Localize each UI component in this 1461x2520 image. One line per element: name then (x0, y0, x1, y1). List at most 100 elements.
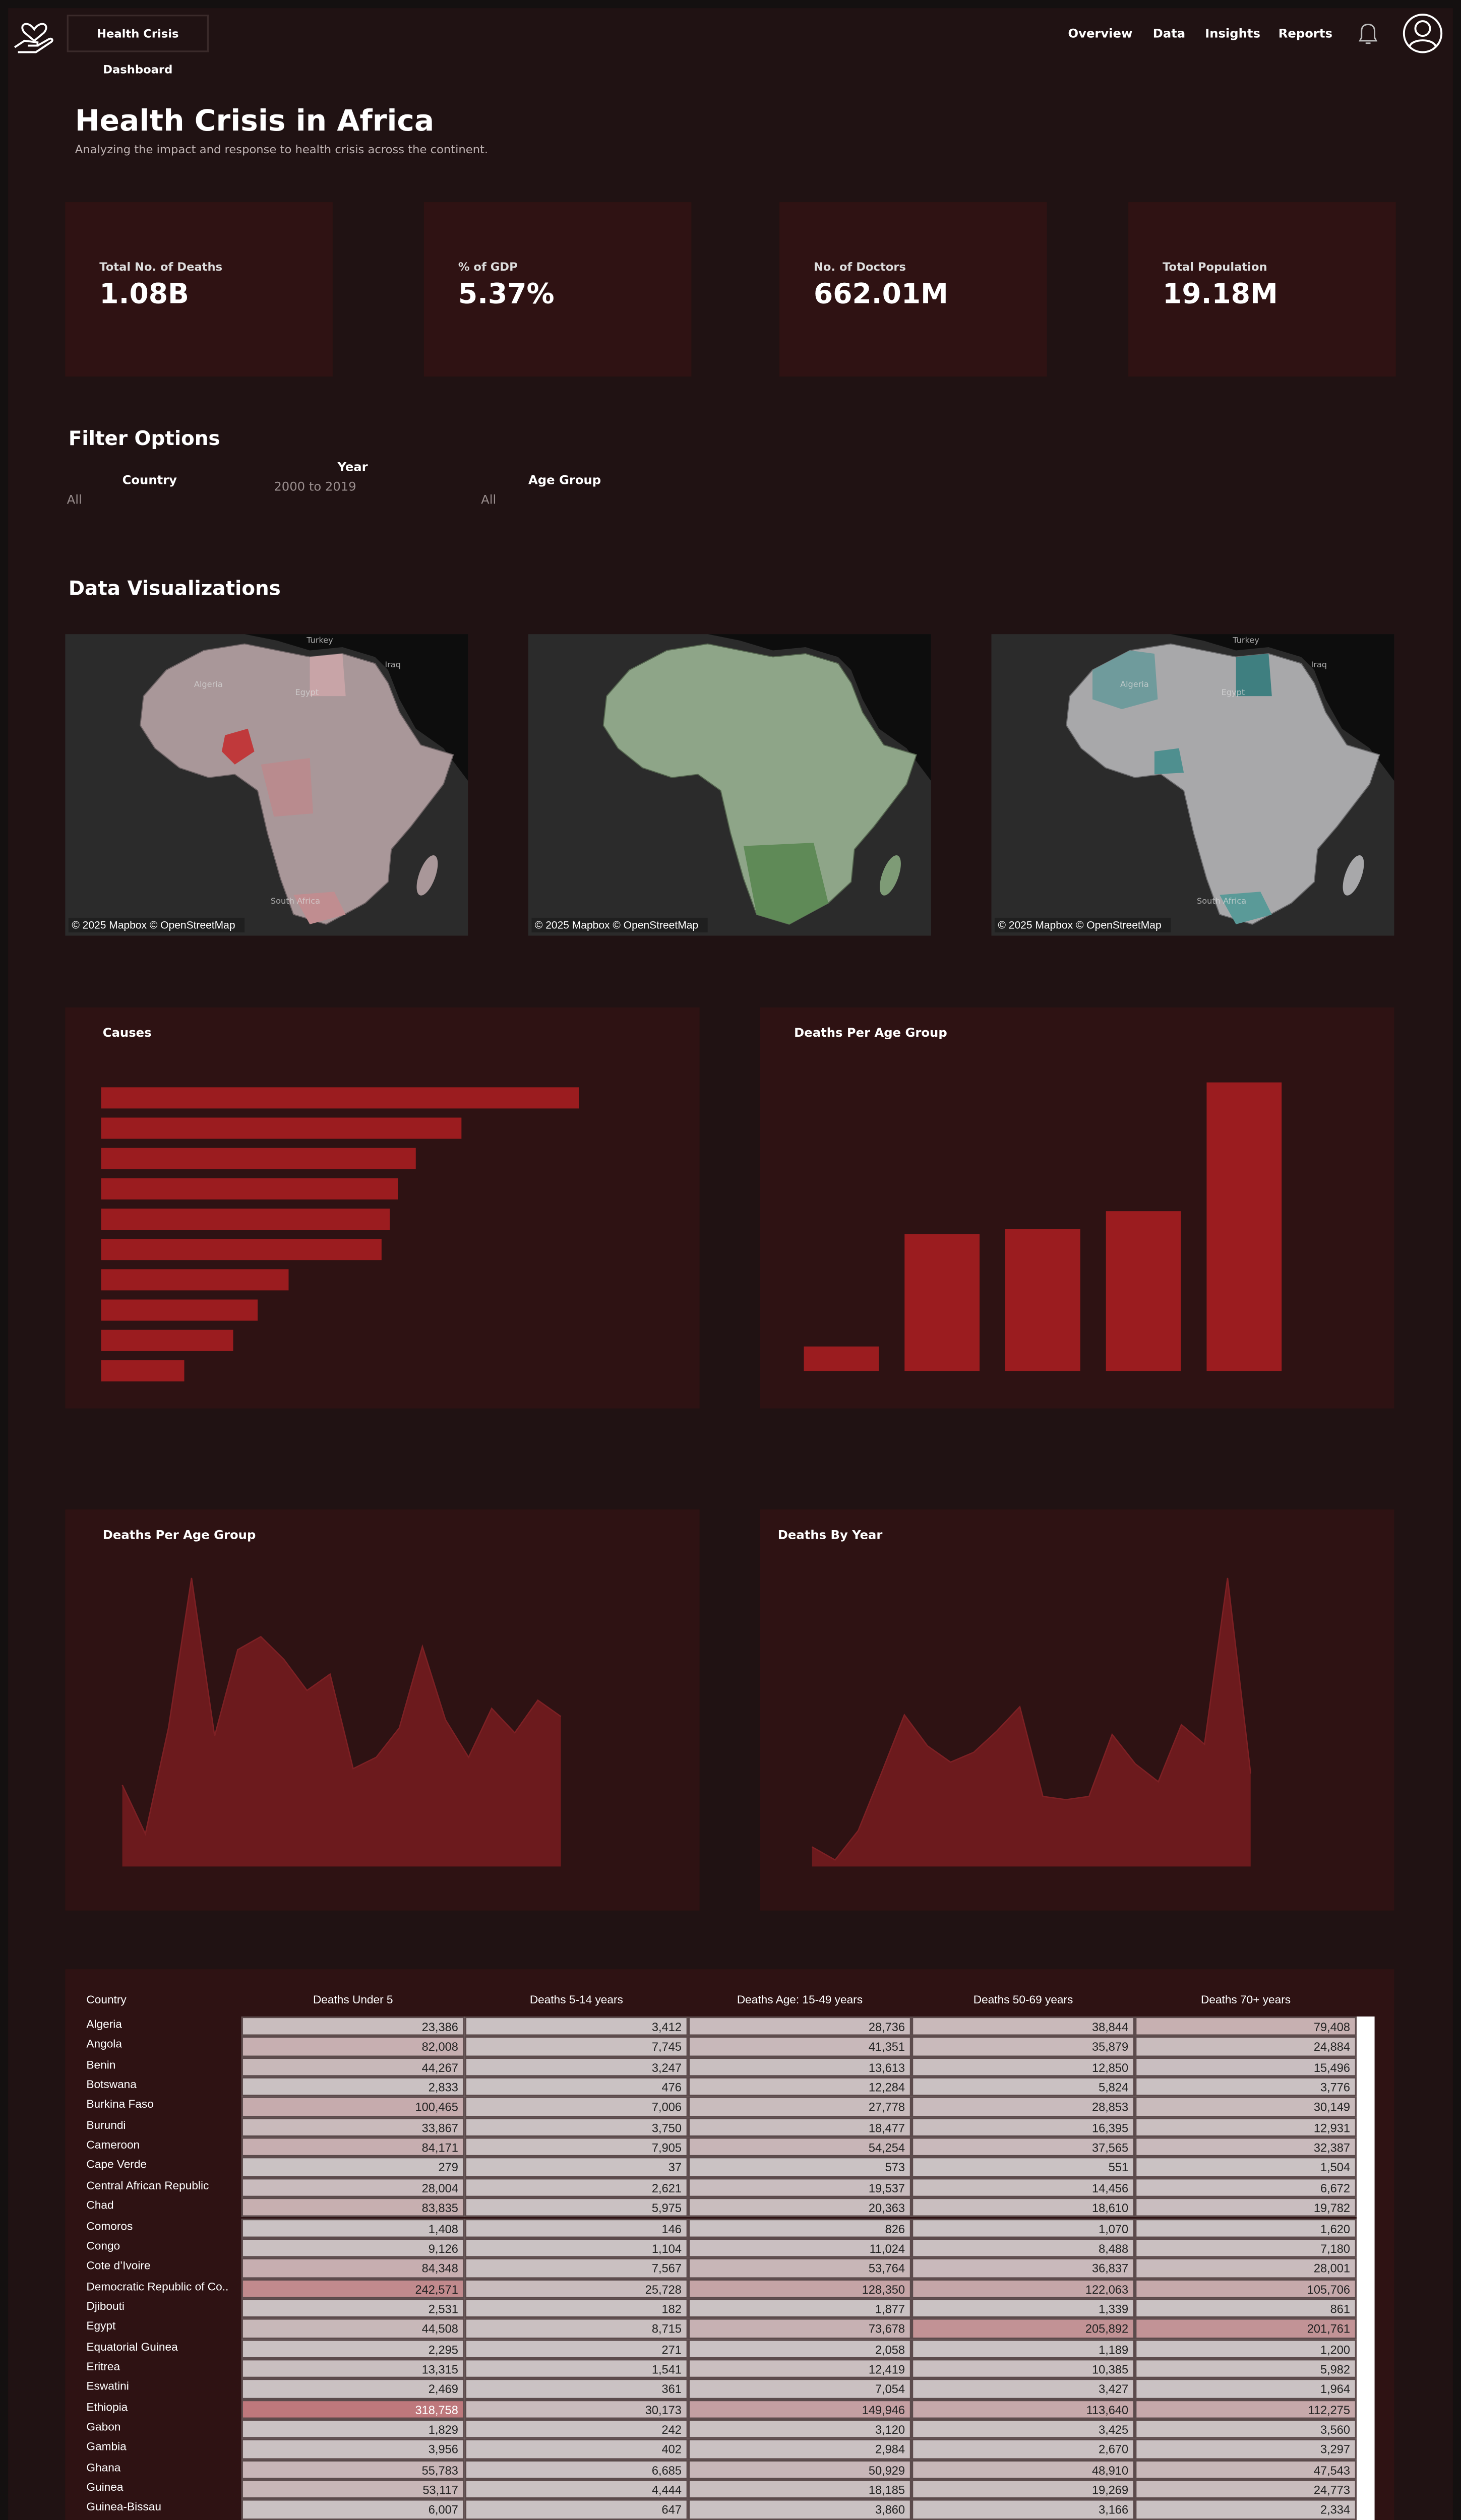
table-cell: 3,776 (1135, 2076, 1357, 2097)
table-cell: 1,070 (911, 2218, 1135, 2238)
table-cell: 318,758 (241, 2399, 465, 2419)
table-cell: 113,640 (911, 2399, 1135, 2419)
table-header: Deaths 50-69 years (973, 1995, 1073, 2007)
table-cell: 3,120 (688, 2419, 912, 2439)
bar (804, 1346, 879, 1371)
area-fill (812, 1578, 1251, 1867)
row-label: Gambia (86, 2442, 127, 2454)
brand[interactable]: Health Crisis Dashboard (67, 15, 209, 77)
table-cell: 2,469 (241, 2378, 465, 2399)
chart-title: Deaths Per Age Group (102, 1527, 256, 1542)
table-cell: 54,254 (688, 2137, 912, 2158)
map-credit: © 2025 Mapbox © OpenStreetMap (535, 920, 698, 931)
row-label: Ethiopia (86, 2402, 128, 2414)
filter-value[interactable]: 2000 to 2019 (274, 479, 356, 494)
map[interactable] (991, 634, 1394, 936)
table-cell: 573 (688, 2157, 912, 2178)
map-label: Egypt (1222, 687, 1245, 697)
section-title: Filter Options (68, 427, 220, 450)
table-cell: 1,964 (1135, 2378, 1357, 2399)
kpi-label: % of GDP (458, 261, 518, 274)
nav-link[interactable]: Data (1152, 26, 1186, 41)
table-cell: 242 (464, 2419, 688, 2439)
nav-link[interactable]: Reports (1278, 26, 1332, 41)
table-cell: 3,297 (1135, 2439, 1357, 2460)
kpi-value: 662.01M (813, 279, 948, 311)
table-cell: 1,189 (911, 2339, 1135, 2359)
table-cell: 2,334 (1135, 2499, 1357, 2520)
bar (1106, 1211, 1181, 1371)
table-cell: 2,531 (241, 2298, 465, 2319)
table-cell: 3,956 (241, 2439, 465, 2460)
table-cell: 3,247 (464, 2056, 688, 2077)
table-header: Deaths Under 5 (313, 1995, 393, 2007)
row-label: Algeria (86, 2020, 122, 2032)
table-cell: 3,560 (1135, 2419, 1357, 2439)
kpi-card: % of GDP 5.37% (423, 202, 692, 377)
filter-label: Year (337, 460, 368, 475)
table-cell: 5,982 (1135, 2358, 1357, 2379)
table-cell: 146 (464, 2218, 688, 2238)
table-cell: 5,824 (911, 2076, 1135, 2097)
map[interactable] (528, 634, 931, 936)
bar (101, 1087, 579, 1109)
bar (904, 1234, 980, 1371)
table-cell: 122,063 (911, 2278, 1135, 2299)
table-cell: 44,508 (241, 2318, 465, 2339)
user-avatar[interactable] (1403, 13, 1443, 54)
nav-link[interactable]: Overview (1068, 26, 1133, 41)
table-cell: 647 (464, 2499, 688, 2520)
map-credit: © 2025 Mapbox © OpenStreetMap (998, 920, 1161, 931)
table-cell: 28,736 (688, 2016, 912, 2037)
table-cell: 4,444 (464, 2479, 688, 2500)
filter-value[interactable]: All (67, 492, 82, 507)
filter-value[interactable]: All (481, 492, 497, 507)
kpi-label: No. of Doctors (813, 261, 906, 274)
table-cell: 30,149 (1135, 2097, 1357, 2117)
credit-background (68, 917, 245, 933)
row-label: Chad (86, 2200, 114, 2213)
bar (101, 1269, 289, 1291)
table-cell: 7,567 (464, 2258, 688, 2279)
kpi-card: No. of Doctors 662.01M (779, 202, 1047, 377)
table-cell: 23,386 (241, 2016, 465, 2037)
chart-title: Deaths Per Age Group (794, 1025, 947, 1040)
row-label: Cote d’Ivoire (86, 2261, 151, 2273)
table-cell: 18,477 (688, 2117, 912, 2137)
table-cell: 44,267 (241, 2056, 465, 2077)
table-cell: 3,412 (464, 2016, 688, 2037)
table-header: Country (86, 1995, 127, 2007)
kpi-card: Total Population 19.18M (1128, 202, 1396, 377)
table-cell: 2,670 (911, 2439, 1135, 2460)
table-cell: 38,844 (911, 2016, 1135, 2037)
table-cell: 10,385 (911, 2358, 1135, 2379)
scrollbar[interactable] (1357, 2016, 1375, 2520)
row-label: Congo (86, 2241, 120, 2253)
table-cell: 37 (464, 2157, 688, 2178)
table-cell: 33,867 (241, 2117, 465, 2137)
table-cell: 14,456 (911, 2177, 1135, 2198)
row-label: Gabon (86, 2422, 121, 2434)
table-cell: 8,715 (464, 2318, 688, 2339)
map-label: South Africa (271, 896, 320, 906)
table-cell: 19,537 (688, 2177, 912, 2198)
table-cell: 201,761 (1135, 2318, 1357, 2339)
map[interactable] (65, 634, 468, 936)
table-cell: 3,750 (464, 2117, 688, 2137)
table-cell: 8,488 (911, 2238, 1135, 2258)
table-cell: 13,613 (688, 2056, 912, 2077)
table-cell: 28,853 (911, 2097, 1135, 2117)
nav-link[interactable]: Insights (1205, 26, 1260, 41)
table-cell: 3,860 (688, 2499, 912, 2520)
table-cell: 6,672 (1135, 2177, 1357, 2198)
table-cell: 36,837 (911, 2258, 1135, 2279)
filter-label: Age Group (528, 472, 601, 488)
notification-bell[interactable] (1355, 21, 1381, 47)
table-cell: 28,004 (241, 2177, 465, 2198)
row-label: Eritrea (86, 2362, 120, 2374)
table-cell: 2,621 (464, 2177, 688, 2198)
table-cell: 1,620 (1135, 2218, 1357, 2238)
map-credit: © 2025 Mapbox © OpenStreetMap (72, 920, 235, 931)
bar (1206, 1082, 1282, 1371)
table-cell: 12,419 (688, 2358, 912, 2379)
